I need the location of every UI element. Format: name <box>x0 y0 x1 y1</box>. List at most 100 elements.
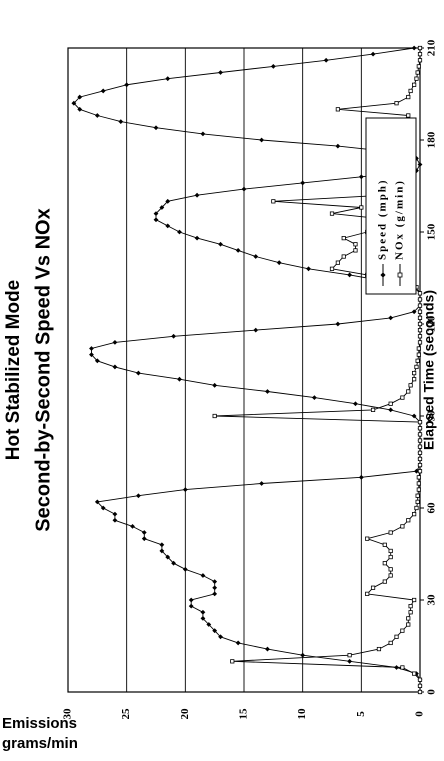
data-point-nox <box>329 266 335 271</box>
data-point-nox <box>388 548 393 554</box>
data-point-nox <box>415 70 420 75</box>
data-point-nox <box>412 512 417 517</box>
data-point-nox <box>370 407 376 412</box>
data-point-speed <box>212 628 218 634</box>
data-point-speed <box>112 511 118 517</box>
data-point-speed <box>100 88 106 94</box>
legend-marker-speed <box>380 272 386 278</box>
data-point-speed <box>300 652 306 658</box>
data-point-nox <box>417 683 423 688</box>
data-point-nox <box>417 444 423 449</box>
data-point-speed <box>159 205 165 210</box>
data-point-nox <box>394 101 399 106</box>
chart-subtitle: Second-by-Second Speed Vs NOx <box>32 208 54 531</box>
data-point-speed <box>218 634 223 640</box>
data-point-nox <box>414 505 419 511</box>
data-point-nox <box>412 671 417 676</box>
data-point-speed <box>335 321 341 327</box>
data-point-nox <box>406 616 411 621</box>
data-point-speed <box>300 180 306 186</box>
data-point-speed <box>218 70 223 75</box>
data-point-speed <box>141 530 147 535</box>
data-point-speed <box>335 143 341 149</box>
y-tick-label: 15 <box>238 708 250 720</box>
data-point-speed <box>370 51 376 57</box>
data-point-nox <box>415 493 420 498</box>
x-tick-label: 30 <box>426 594 438 606</box>
data-point-speed <box>171 333 176 339</box>
data-point-nox <box>417 321 423 327</box>
data-point-nox <box>382 542 387 547</box>
data-point-speed <box>353 401 358 407</box>
legend-label: Speed (mph) <box>377 178 389 260</box>
data-point-speed <box>358 474 364 480</box>
data-point-speed <box>235 248 241 253</box>
y-tick-label: 20 <box>179 708 191 720</box>
data-point-speed <box>212 579 218 584</box>
data-point-nox <box>408 604 413 609</box>
data-point-speed <box>212 585 218 591</box>
data-point-speed <box>77 94 83 100</box>
data-point-speed <box>306 266 311 272</box>
data-point-nox <box>341 254 346 259</box>
data-point-nox <box>376 646 382 652</box>
data-point-nox <box>417 291 423 296</box>
data-point-speed <box>153 217 159 223</box>
data-point-nox <box>416 475 421 480</box>
data-point-nox <box>359 205 364 210</box>
data-point-speed <box>417 162 423 167</box>
data-point-speed <box>124 82 130 88</box>
data-point-nox <box>417 426 423 431</box>
data-point-speed <box>323 57 329 63</box>
data-point-nox <box>388 640 393 646</box>
data-point-nox <box>417 432 423 437</box>
data-point-nox <box>400 628 405 633</box>
legend-box <box>365 117 417 295</box>
y-tick-label: 30 <box>62 708 74 720</box>
data-point-speed <box>182 487 188 492</box>
data-point-speed <box>89 346 94 351</box>
data-point-nox <box>417 328 423 333</box>
data-point-nox <box>341 236 346 241</box>
data-point-nox <box>406 94 411 100</box>
y-tick-label: 5 <box>355 711 367 717</box>
data-point-nox <box>408 610 413 615</box>
data-point-nox <box>388 573 393 578</box>
data-point-nox <box>388 567 393 572</box>
data-point-speed <box>253 254 259 259</box>
data-point-nox <box>417 420 423 425</box>
data-point-speed <box>171 560 176 566</box>
data-point-speed <box>94 499 100 505</box>
data-point-nox <box>417 315 423 320</box>
x-tick-label: 120 <box>426 315 438 332</box>
data-point-speed <box>89 352 94 358</box>
data-point-speed <box>388 407 394 413</box>
data-point-nox <box>416 352 421 357</box>
data-point-speed <box>165 198 171 204</box>
data-point-speed <box>253 327 259 333</box>
data-point-speed <box>112 517 118 523</box>
data-point-speed <box>136 370 141 376</box>
data-point-speed <box>153 211 159 216</box>
data-point-nox <box>353 248 358 253</box>
data-point-speed <box>77 106 83 112</box>
data-point-nox <box>414 364 419 370</box>
data-point-speed <box>265 646 270 652</box>
x-tick-label: 60 <box>426 502 438 514</box>
data-point-nox <box>365 591 370 596</box>
data-point-speed <box>141 536 147 542</box>
y-axis-label-line1: Emissions <box>2 715 77 732</box>
data-point-speed <box>159 548 165 554</box>
x-tick-label: 150 <box>426 223 438 240</box>
y-tick-label: 25 <box>120 708 132 720</box>
data-point-speed <box>94 113 100 118</box>
data-point-nox <box>406 113 411 118</box>
data-point-speed <box>194 192 200 198</box>
legend-label: NOx (g/min) <box>394 179 406 260</box>
data-point-nox <box>416 487 421 492</box>
data-point-nox <box>412 82 417 87</box>
data-point-speed <box>165 76 171 82</box>
data-point-speed <box>177 376 182 382</box>
data-point-speed <box>312 395 317 400</box>
